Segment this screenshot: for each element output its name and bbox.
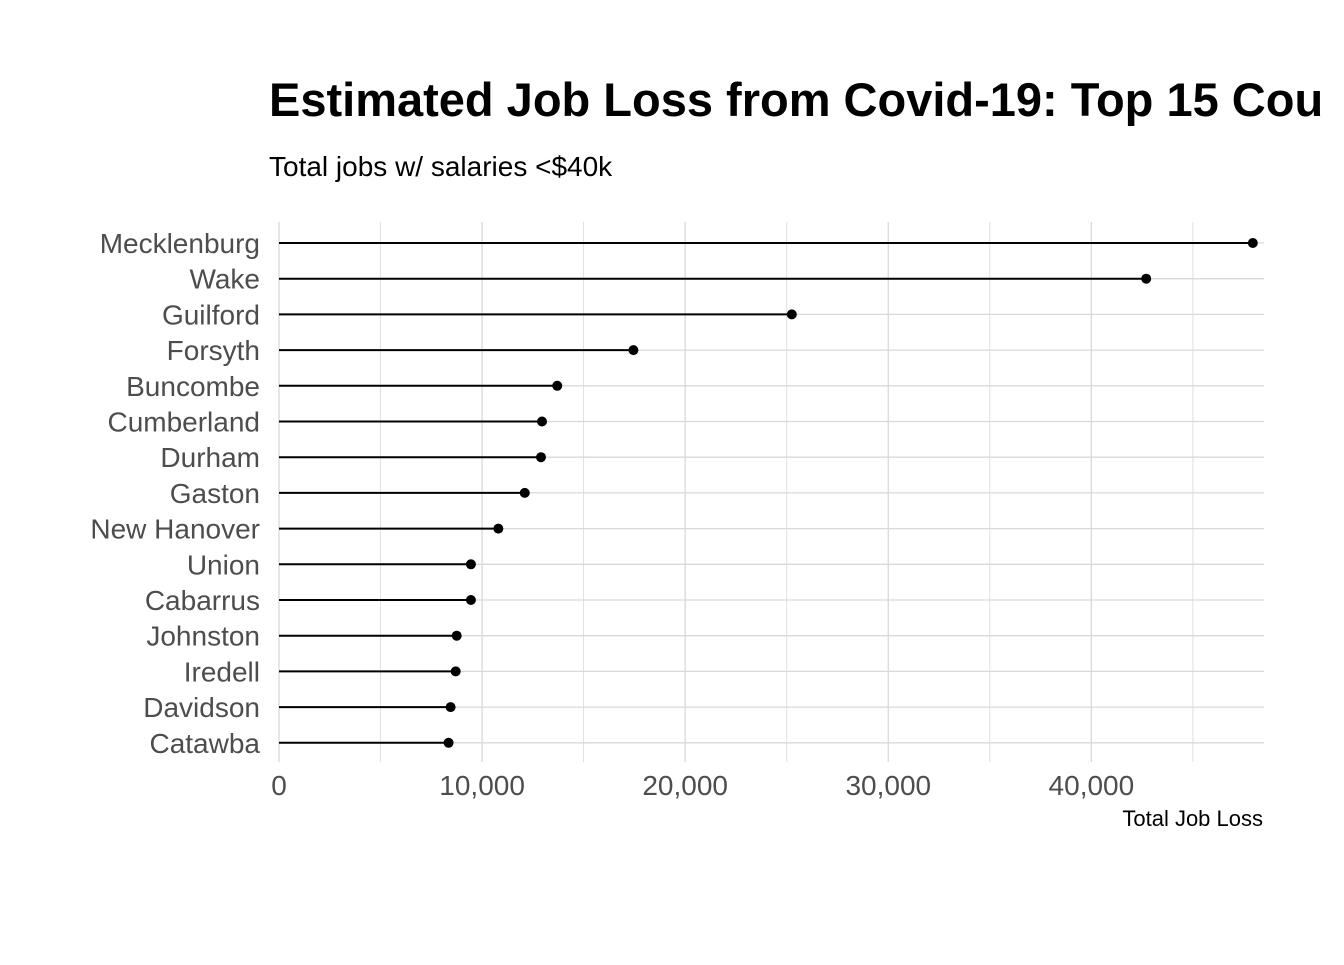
- lollipop-point: [451, 630, 462, 641]
- x-tick-label: 20,000: [642, 770, 728, 801]
- lollipop-point: [628, 345, 639, 356]
- y-category-label: Gaston: [170, 478, 260, 509]
- lollipop-point: [465, 595, 476, 605]
- y-category-label: Union: [187, 549, 260, 580]
- x-tick-label: 40,000: [1049, 770, 1135, 801]
- y-category-label: Mecklenburg: [100, 228, 260, 259]
- y-category-label: Iredell: [184, 656, 260, 687]
- y-category-label: Johnston: [146, 621, 260, 652]
- x-tick-label: 10,000: [439, 770, 525, 801]
- lollipop-point: [493, 523, 504, 534]
- y-category-label: Davidson: [143, 692, 260, 723]
- lollipop-point: [1141, 273, 1152, 284]
- lollipop-point: [465, 559, 476, 570]
- y-category-label: Forsyth: [167, 335, 260, 366]
- lollipop-point: [443, 737, 454, 748]
- y-category-label: Catawba: [149, 728, 260, 759]
- y-category-label: Buncombe: [126, 371, 260, 402]
- lollipop-point: [552, 380, 563, 391]
- y-category-label: Durham: [160, 442, 260, 473]
- y-category-label: Cabarrus: [145, 585, 260, 616]
- x-axis-title: Total Job Loss: [1122, 806, 1263, 831]
- lollipop-point: [445, 702, 456, 713]
- x-axis-labels: 0 10,000 20,000 30,000 40,000: [271, 770, 1134, 801]
- chart-subtitle: Total jobs w/ salaries <$40k: [269, 151, 613, 182]
- lollipop-point: [1247, 238, 1258, 248]
- y-category-label: Cumberland: [107, 407, 260, 438]
- lollipop-point: [786, 309, 797, 320]
- lollipop-point: [519, 487, 530, 498]
- lollipop-marks: [279, 238, 1258, 748]
- y-category-label: Wake: [189, 264, 260, 295]
- lollipop-point: [450, 666, 461, 677]
- y-category-label: Guilford: [162, 299, 260, 330]
- x-tick-label: 30,000: [845, 770, 931, 801]
- y-axis-labels: Mecklenburg Wake Guilford Forsyth Buncombe Cu…: [90, 228, 260, 759]
- chart-title: Estimated Job Loss from Covid-19: Top 15…: [269, 73, 1323, 126]
- lollipop-point: [535, 452, 546, 463]
- x-tick-label: 0: [271, 770, 287, 801]
- y-category-label: New Hanover: [90, 514, 260, 545]
- lollipop-point: [537, 416, 548, 427]
